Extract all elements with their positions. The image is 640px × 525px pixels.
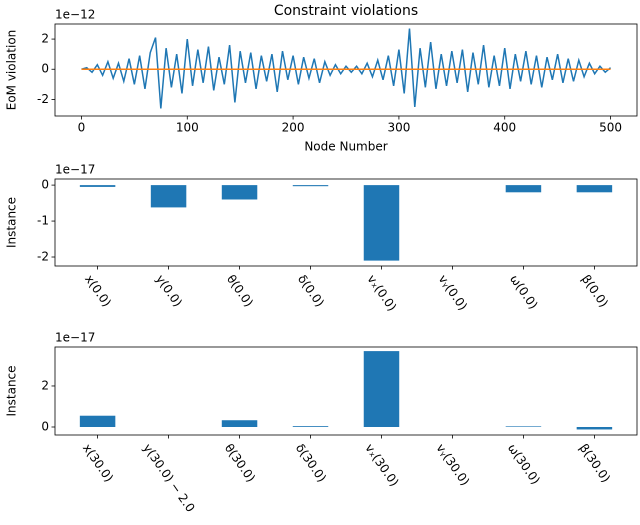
y-tick-label: 0 bbox=[41, 420, 49, 434]
x-tick-label: vₓ(0.0) bbox=[364, 272, 399, 314]
x-tick-label: vᵧ(0.0) bbox=[436, 272, 470, 313]
x-tick-label: 0 bbox=[78, 121, 86, 135]
y-axis-label: Instance bbox=[5, 365, 19, 416]
bar bbox=[150, 185, 187, 208]
x-tick-label: 400 bbox=[493, 121, 516, 135]
x-tick-label: y(0.0) bbox=[153, 272, 185, 309]
y-tick-label: -2 bbox=[37, 92, 49, 106]
bar bbox=[363, 351, 400, 427]
bar bbox=[292, 426, 329, 427]
x-tick-label: 200 bbox=[282, 121, 305, 135]
x-tick-label: 300 bbox=[387, 121, 410, 135]
bar bbox=[79, 185, 116, 187]
bar bbox=[505, 426, 542, 427]
x-tick-label: θ(30.0) bbox=[222, 441, 258, 485]
y-tick-label: -1 bbox=[37, 214, 49, 228]
offset-label: 1e−17 bbox=[55, 163, 95, 177]
y-axis-label: EoM violation bbox=[5, 30, 19, 111]
y-axis-label: Instance bbox=[5, 197, 19, 248]
bar bbox=[221, 420, 258, 427]
x-tick-label: ω(0.0) bbox=[507, 272, 541, 312]
offset-label: 1e−12 bbox=[55, 8, 95, 22]
bar bbox=[363, 185, 400, 261]
x-axis-label: Node Number bbox=[304, 140, 387, 154]
x-tick-label: vᵧ(30.0) bbox=[433, 441, 472, 488]
bar bbox=[292, 185, 329, 187]
bar bbox=[505, 185, 542, 193]
y-tick-label: 0 bbox=[41, 62, 49, 76]
axes-frame bbox=[54, 178, 638, 267]
data-line bbox=[81, 28, 612, 109]
bar bbox=[79, 415, 116, 427]
bar bbox=[576, 185, 613, 193]
x-tick-label: β(30.0) bbox=[577, 441, 614, 485]
axes-frame bbox=[54, 23, 638, 117]
chart-title: Constraint violations bbox=[274, 3, 418, 19]
x-tick-label: θ(0.0) bbox=[224, 272, 256, 309]
x-tick-label: δ(30.0) bbox=[293, 441, 329, 485]
x-tick-label: y(30.0) − 2.0 bbox=[140, 441, 197, 515]
y-tick-label: 2 bbox=[41, 32, 49, 46]
x-tick-label: 100 bbox=[176, 121, 199, 135]
axes-frame bbox=[54, 346, 638, 436]
bar bbox=[576, 427, 613, 430]
x-tick-label: δ(0.0) bbox=[295, 272, 327, 309]
x-tick-label: ω(30.0) bbox=[505, 441, 543, 487]
x-tick-label: 500 bbox=[599, 121, 622, 135]
x-tick-label: vₓ(30.0) bbox=[362, 441, 401, 489]
y-tick-label: 0 bbox=[41, 178, 49, 192]
bar bbox=[221, 185, 258, 200]
x-tick-label: x(30.0) bbox=[80, 441, 116, 484]
offset-label: 1e−17 bbox=[55, 331, 95, 345]
y-tick-label: -2 bbox=[37, 250, 49, 264]
x-tick-label: x(0.0) bbox=[82, 272, 114, 309]
x-tick-label: β(0.0) bbox=[579, 272, 611, 310]
y-tick-label: 2 bbox=[41, 378, 49, 392]
